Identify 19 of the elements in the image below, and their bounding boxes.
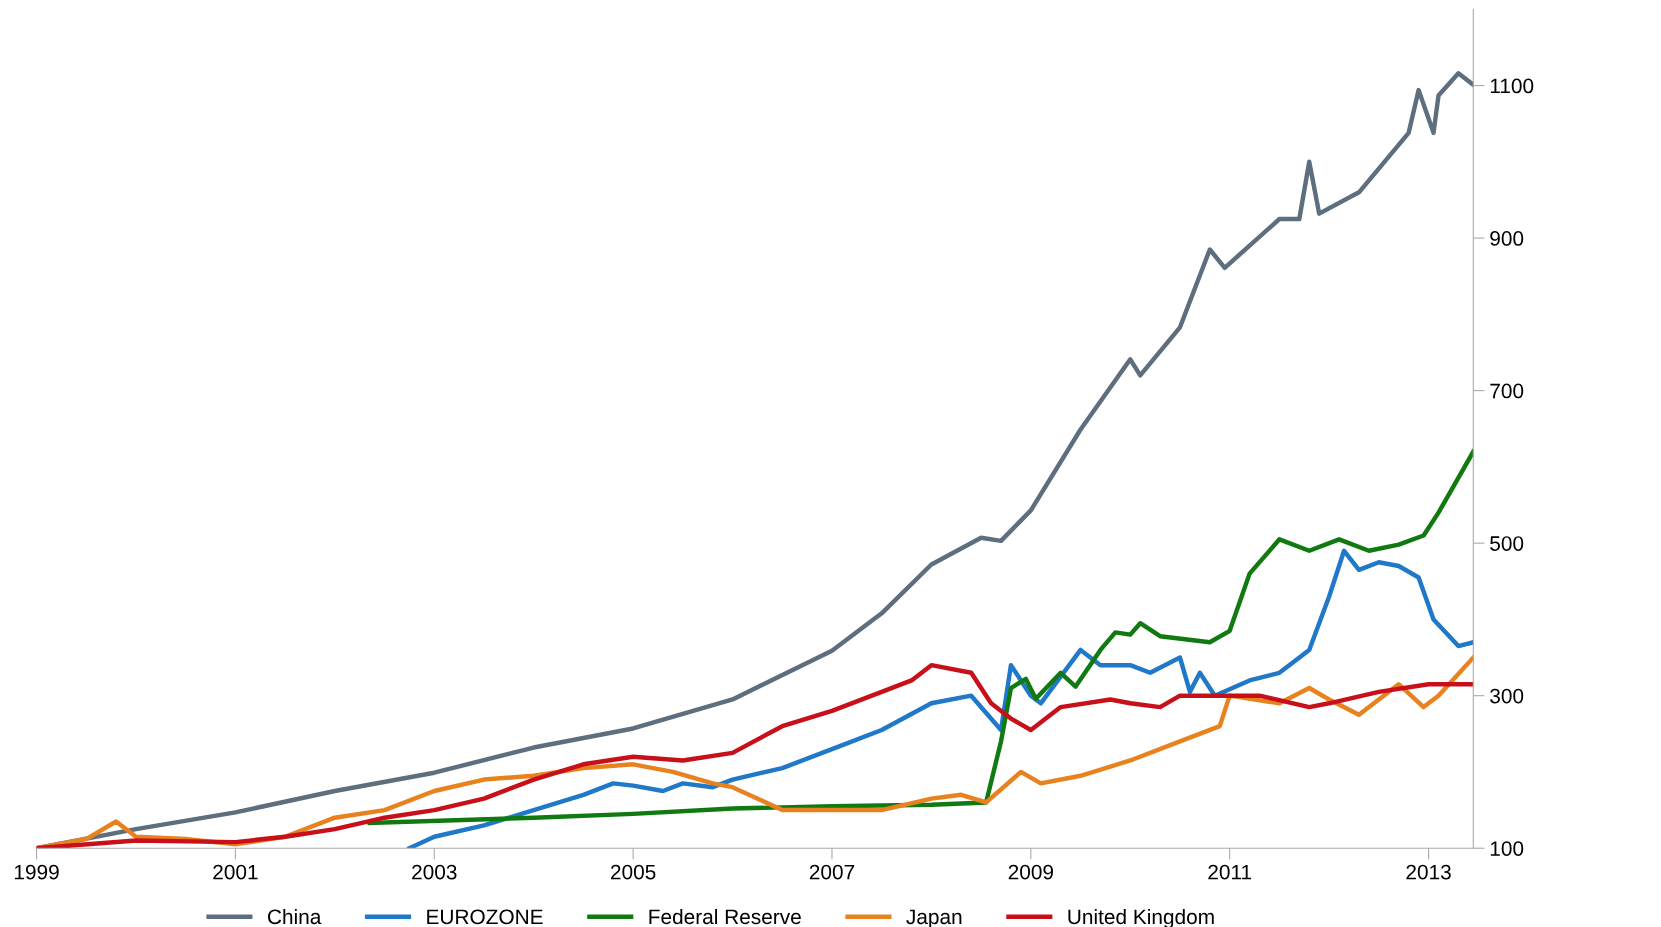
x-tick-label: 2007 xyxy=(809,864,855,880)
x-tick-label: 2003 xyxy=(412,864,457,880)
y-tick-label: 500 xyxy=(1490,536,1524,551)
x-tick-label: 2001 xyxy=(213,864,258,880)
legend-label: EUROZONE xyxy=(427,909,543,925)
y-tick-label: 700 xyxy=(1490,383,1524,399)
line-series xyxy=(407,548,1474,849)
x-tick-label: 2011 xyxy=(1208,864,1252,880)
x-tick-label: 2013 xyxy=(1406,864,1451,880)
line-series xyxy=(367,449,1474,826)
legend-label: Federal Reserve xyxy=(649,908,801,925)
x-tick-label: 2005 xyxy=(611,864,656,880)
legend-label: China xyxy=(267,908,322,925)
y-tick-label: 100 xyxy=(1490,841,1524,856)
y-tick-label: 900 xyxy=(1490,231,1524,246)
y-tick-label: 300 xyxy=(1490,688,1524,704)
x-tick-label: 1999 xyxy=(14,864,59,880)
y-tick-label: 1100 xyxy=(1490,78,1534,94)
x-tick-label: 2009 xyxy=(1008,864,1054,880)
